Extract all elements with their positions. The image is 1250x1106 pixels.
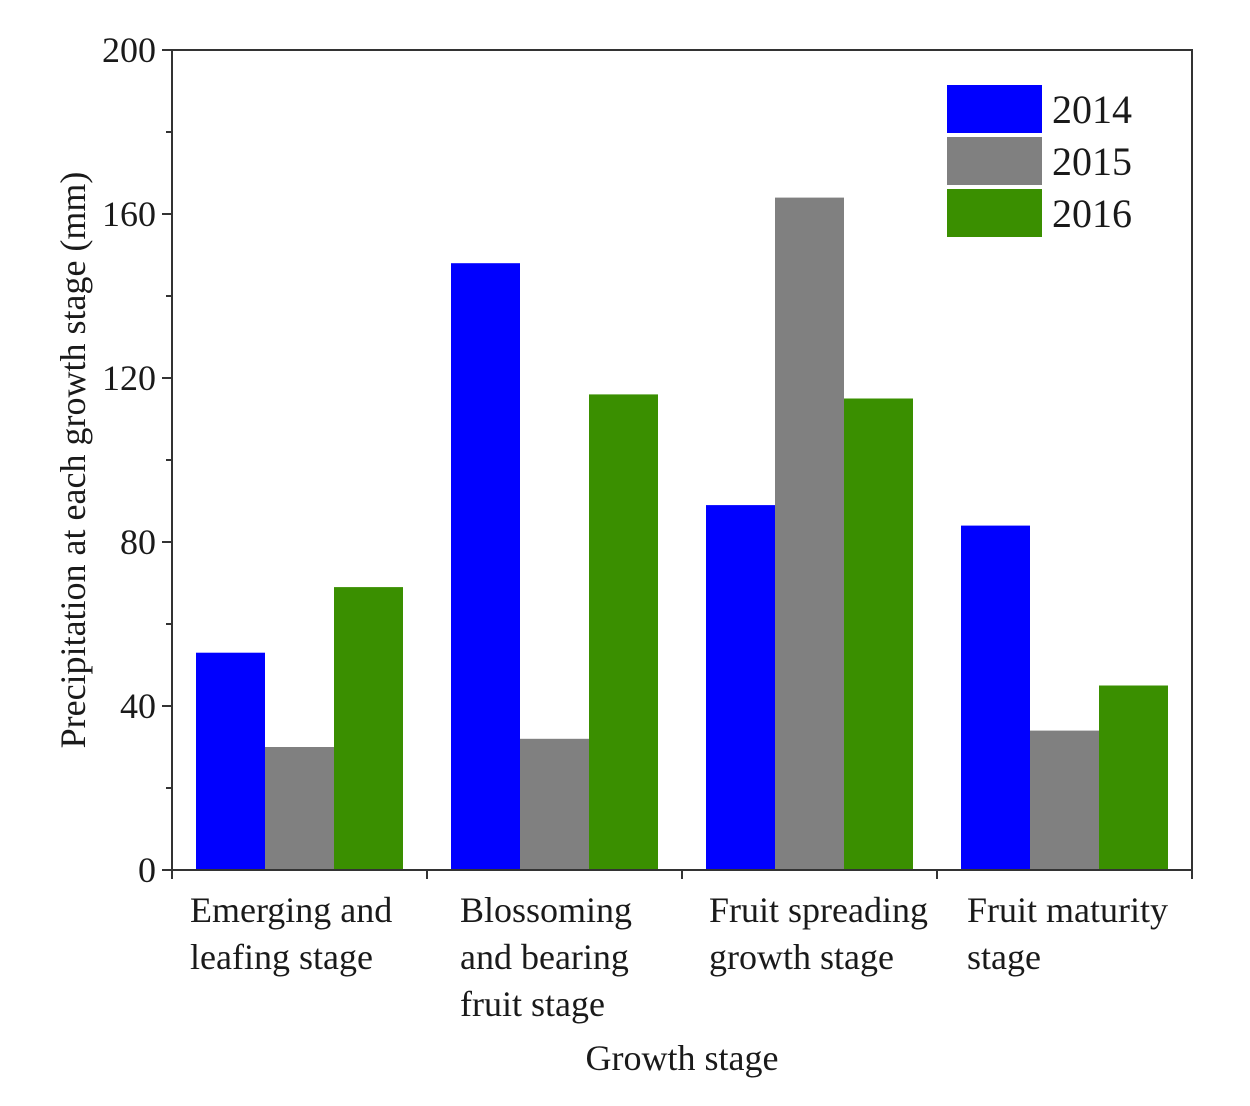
legend-label-2014: 2014: [1052, 87, 1132, 132]
y-tick-label: 80: [120, 522, 156, 562]
bar-2014-cat-1: [196, 652, 265, 870]
bar-2016-cat-1: [334, 587, 403, 870]
x-axis-title: Growth stage: [586, 1038, 779, 1078]
bar-2016-cat-3: [844, 398, 913, 870]
bars-group: [196, 197, 1168, 871]
y-tick-label: 160: [102, 194, 156, 234]
legend-swatch-2015: [947, 137, 1042, 185]
y-tick-label: 120: [102, 358, 156, 398]
bar-2015-cat-1: [265, 747, 334, 870]
y-tick-label: 0: [138, 850, 156, 890]
legend: 2014 2015 2016: [947, 85, 1132, 237]
y-axis-title: Precipitation at each growth stage (mm): [53, 172, 93, 749]
legend-swatch-2014: [947, 85, 1042, 133]
x-category-label: Fruit spreading growth stage: [709, 890, 928, 977]
x-category-label: Fruit maturity stage: [967, 890, 1168, 977]
category-labels-group: Emerging and leafing stage Blossoming and b…: [171, 870, 1193, 1024]
bar-2014-cat-2: [451, 263, 520, 870]
bar-2014-cat-4: [961, 525, 1030, 870]
bar-2015-cat-4: [1030, 730, 1099, 870]
legend-swatch-2016: [947, 189, 1042, 237]
bar-2015-cat-2: [520, 738, 589, 870]
y-tick-label: 40: [120, 686, 156, 726]
legend-label-2016: 2016: [1052, 191, 1132, 236]
bar-2016-cat-2: [589, 394, 658, 870]
bar-2015-cat-3: [775, 197, 844, 871]
x-category-label: Emerging and leafing stage: [190, 890, 392, 977]
y-ticks-group: 0 40 80 120 160 200: [102, 30, 172, 890]
x-category-label: Blossoming and bearing fruit stage: [460, 890, 632, 1024]
bar-2014-cat-3: [706, 505, 775, 870]
y-tick-label: 200: [102, 30, 156, 70]
legend-label-2015: 2015: [1052, 139, 1132, 184]
bar-2016-cat-4: [1099, 685, 1168, 870]
